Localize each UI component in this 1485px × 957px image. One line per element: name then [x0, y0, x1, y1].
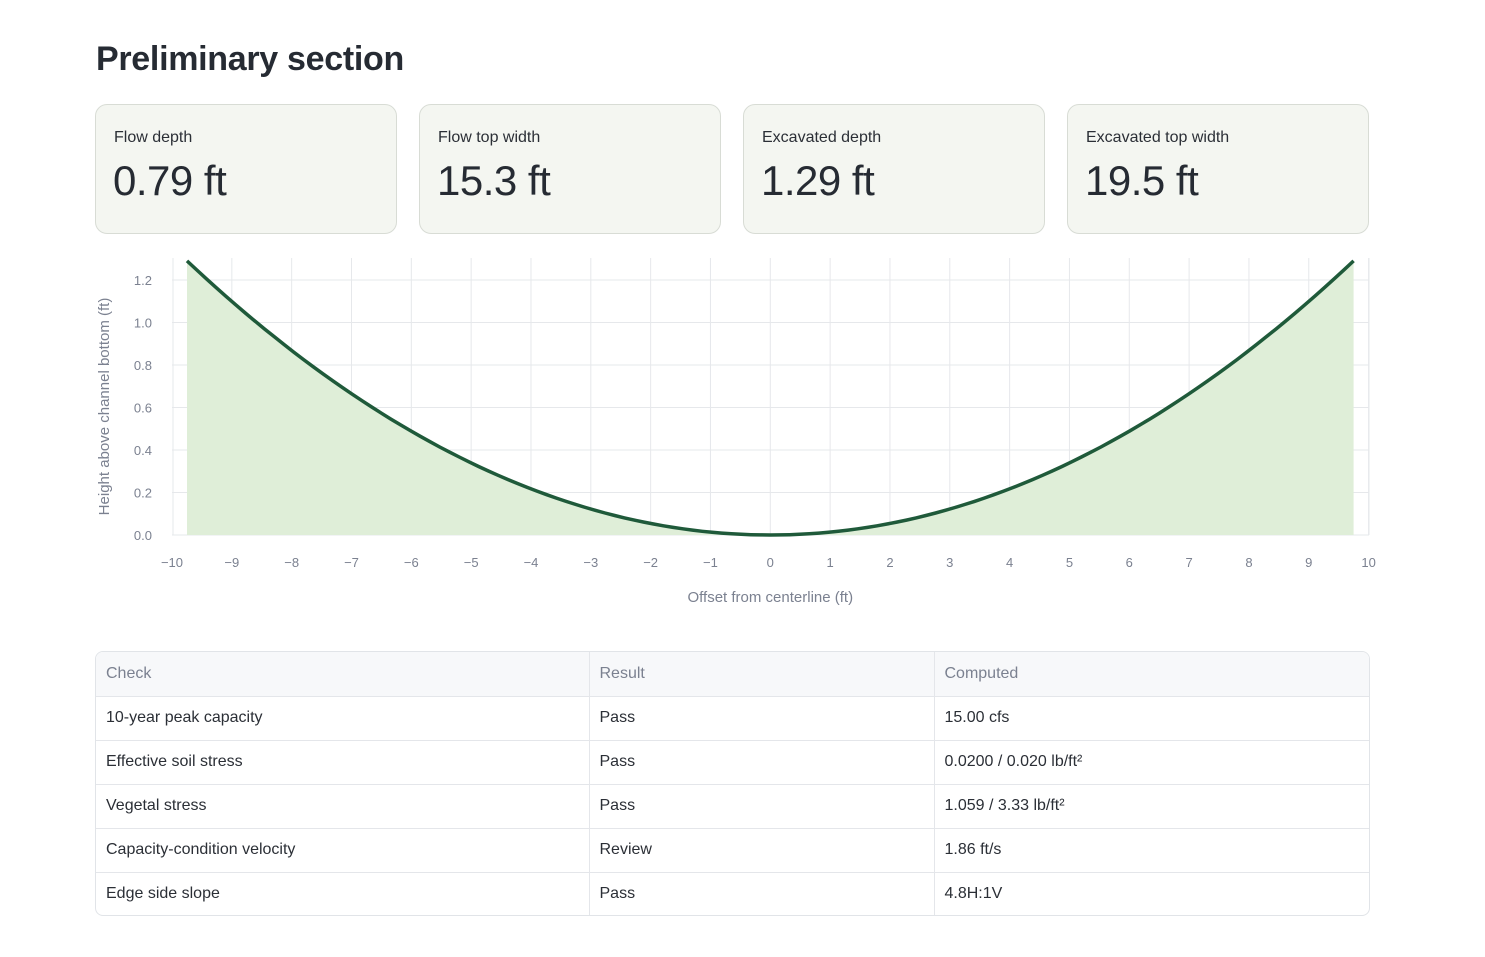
- metric-label: Excavated top width: [1086, 129, 1230, 146]
- metric-card-excavated-top-width: Excavated top width 19.5 ft: [1067, 104, 1369, 234]
- table-cell-result: Pass: [589, 740, 935, 785]
- metric-card-flow-top-width: Flow top width 15.3 ft: [419, 104, 721, 234]
- x-tick-label: 7: [1185, 555, 1192, 570]
- y-tick-label: 0.6: [134, 401, 152, 416]
- table-row: Effective soil stress Pass 0.0200 / 0.02…: [96, 740, 1369, 785]
- metric-value: 0.79 ft: [113, 157, 227, 204]
- table-cell-computed: 15.00 cfs: [934, 696, 1369, 741]
- table-row: Edge side slope Pass 4.8H:1V: [96, 872, 1369, 915]
- metric-label: Flow top width: [438, 129, 541, 146]
- table-cell-check: 10-year peak capacity: [96, 696, 590, 741]
- column-header-result[interactable]: Result: [589, 652, 935, 697]
- table-cell-check: Effective soil stress: [96, 740, 590, 785]
- x-tick-label: −1: [703, 555, 718, 570]
- table-row: 10-year peak capacity Pass 15.00 cfs: [96, 696, 1369, 741]
- table-cell-computed: 1.059 / 3.33 lb/ft²: [934, 784, 1369, 829]
- metric-value: 19.5 ft: [1085, 157, 1199, 204]
- x-tick-label: −6: [404, 555, 419, 570]
- table-row: Capacity-condition velocity Review 1.86 …: [96, 828, 1369, 873]
- table-cell-check: Edge side slope: [96, 872, 590, 915]
- x-tick-label: −10: [161, 555, 183, 570]
- y-axis-title: Height above channel bottom (ft): [96, 298, 113, 516]
- metric-card-flow-depth: Flow depth 0.79 ft: [95, 104, 397, 234]
- y-tick-label: 0.0: [134, 528, 152, 543]
- x-tick-label: −4: [524, 555, 539, 570]
- x-tick-label: −5: [464, 555, 479, 570]
- table-header-row: Check Result Computed: [96, 652, 1369, 697]
- column-header-check[interactable]: Check: [96, 652, 590, 697]
- table-cell-computed: 4.8H:1V: [944, 885, 1003, 903]
- metric-card-excavated-depth: Excavated depth 1.29 ft: [743, 104, 1045, 234]
- x-tick-label: 4: [1006, 555, 1013, 570]
- x-tick-label: −9: [224, 555, 239, 570]
- chart-tick-labels: −10 −9 −8 −7 −6 −5 −4 −3 −2 −1 0 1 2 3 4 5 6 7 8 9 100.00.20…: [134, 273, 1376, 570]
- table-row: Vegetal stress Pass 1.059 / 3.33 lb/ft²: [96, 784, 1369, 829]
- metric-label: Excavated depth: [762, 129, 882, 146]
- y-tick-label: 1.0: [134, 316, 152, 331]
- table-cell-result: Pass: [589, 784, 935, 829]
- y-tick-label: 0.8: [134, 358, 152, 373]
- table-cell-result: Pass: [589, 872, 935, 915]
- x-tick-label: 2: [886, 555, 893, 570]
- x-tick-label: 0: [767, 555, 774, 570]
- y-tick-label: 1.2: [134, 273, 152, 288]
- x-tick-label: 8: [1245, 555, 1252, 570]
- x-tick-label: 1: [827, 555, 834, 570]
- channel-profile-line: [185, 259, 1355, 537]
- y-tick-label: 0.4: [134, 443, 152, 458]
- x-tick-label: 10: [1361, 555, 1375, 570]
- metric-value: 1.29 ft: [761, 157, 875, 204]
- column-header-computed[interactable]: Computed: [934, 652, 1369, 697]
- x-tick-label: 6: [1126, 555, 1133, 570]
- x-tick-label: −2: [643, 555, 658, 570]
- table-cell-computed: 0.0200 / 0.020 lb/ft²: [934, 740, 1369, 785]
- x-tick-label: −8: [284, 555, 299, 570]
- x-tick-label: 9: [1305, 555, 1312, 570]
- y-tick-label: 0.2: [134, 486, 152, 501]
- checks-table: Check Result Computed 10-year peak capac…: [96, 652, 1369, 915]
- table-cell-check: Capacity-condition velocity: [96, 828, 590, 873]
- metrics-row: Flow depth 0.79 ft Flow top width 15.3 f…: [95, 104, 1370, 236]
- table-cell-computed: 1.86 ft/s: [934, 828, 1369, 873]
- metric-label: Flow depth: [114, 129, 193, 146]
- x-tick-label: 5: [1066, 555, 1073, 570]
- channel-section-chart: −10 −9 −8 −7 −6 −5 −4 −3 −2 −1 0 1 2 3 4 5 6 7 8 9 100.00.20…: [96, 258, 1376, 606]
- x-tick-label: −3: [583, 555, 598, 570]
- page-title: Preliminary section: [96, 40, 404, 78]
- channel-area-fill: [187, 260, 1354, 535]
- x-tick-label: −7: [344, 555, 359, 570]
- table-cell-result: Pass: [589, 696, 935, 741]
- x-axis-title: Offset from centerline (ft): [687, 589, 853, 606]
- metric-value: 15.3 ft: [437, 157, 551, 204]
- x-tick-label: 3: [946, 555, 953, 570]
- table-cell-result: Review: [589, 828, 935, 873]
- table-cell-check: Vegetal stress: [96, 784, 590, 829]
- checks-table-container: Check Result Computed 10-year peak capac…: [95, 651, 1370, 916]
